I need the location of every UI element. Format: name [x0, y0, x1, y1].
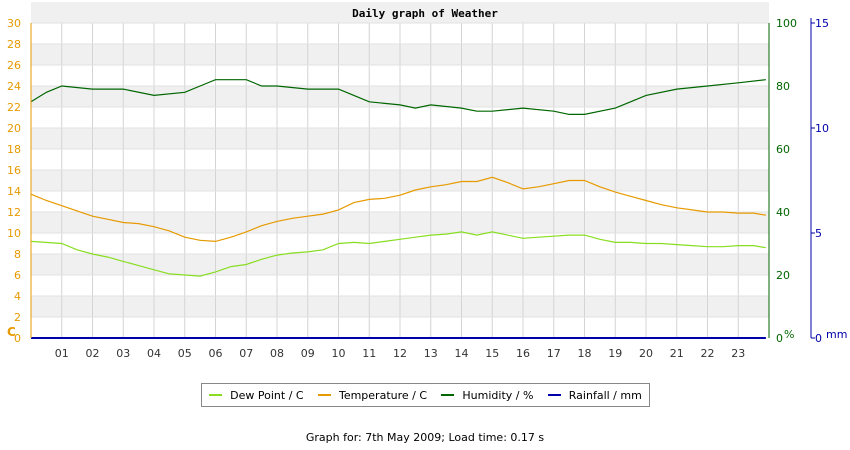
- gridlines: [31, 22, 769, 338]
- x-tick-label: 01: [55, 347, 69, 360]
- left-tick-label: 24: [7, 80, 21, 93]
- humidity-tick-label: 80: [776, 80, 790, 93]
- humidity-tick-label: 100: [776, 17, 797, 30]
- left-tick-label: 28: [7, 38, 21, 51]
- x-tick-label: 04: [147, 347, 161, 360]
- legend-item-temperature: Temperature / C: [317, 388, 428, 402]
- rain-axis-unit: mm: [826, 328, 847, 341]
- left-tick-label: 16: [7, 164, 21, 177]
- x-tick-label: 23: [731, 347, 745, 360]
- x-tick-label: 13: [424, 347, 438, 360]
- x-tick-label: 06: [209, 347, 223, 360]
- legend: Dew Point / C Temperature / C Humidity /…: [201, 383, 650, 407]
- left-tick-label: 0: [14, 332, 21, 345]
- legend-item-rainfall: Rainfall / mm: [547, 388, 642, 402]
- legend-label-humidity: Humidity / %: [462, 388, 534, 402]
- legend-swatch-humidity: [441, 394, 455, 396]
- series-line-1: [30, 176, 767, 243]
- x-tick-label: 09: [301, 347, 315, 360]
- x-tick-label: 07: [239, 347, 253, 360]
- humidity-axis-unit: %: [784, 328, 794, 341]
- left-tick-label: 14: [7, 185, 21, 198]
- humidity-tick-label: 0: [776, 332, 783, 345]
- rain-tick-label: 0: [815, 332, 822, 345]
- chart-title: Daily graph of Weather: [352, 7, 498, 20]
- left-tick-label: 12: [7, 206, 21, 219]
- left-tick-label: 30: [7, 17, 21, 30]
- x-tick-label: 17: [547, 347, 561, 360]
- x-tick-label: 22: [701, 347, 715, 360]
- humidity-tick-label: 60: [776, 143, 790, 156]
- x-tick-label: 02: [86, 347, 100, 360]
- axes: 0246810121416182022242628300204060801000…: [7, 17, 829, 360]
- left-tick-label: 2: [14, 311, 21, 324]
- series-line-0: [30, 231, 767, 277]
- x-tick-label: 03: [116, 347, 130, 360]
- rain-tick-label: 10: [815, 122, 829, 135]
- rain-tick-label: 15: [815, 17, 829, 30]
- left-axis-unit: C: [7, 325, 16, 339]
- x-tick-label: 16: [516, 347, 530, 360]
- left-tick-label: 4: [14, 290, 21, 303]
- x-tick-label: 20: [639, 347, 653, 360]
- left-tick-label: 22: [7, 101, 21, 114]
- series-lines: [30, 79, 767, 339]
- band-stripe: [31, 2, 769, 23]
- x-tick-label: 08: [270, 347, 284, 360]
- left-tick-label: 6: [14, 269, 21, 282]
- humidity-tick-label: 40: [776, 206, 790, 219]
- x-tick-label: 05: [178, 347, 192, 360]
- legend-swatch-rainfall: [547, 394, 561, 396]
- humidity-tick-label: 20: [776, 269, 790, 282]
- x-tick-label: 11: [362, 347, 376, 360]
- legend-label-temperature: Temperature / C: [338, 388, 428, 402]
- left-tick-label: 26: [7, 59, 21, 72]
- legend-item-humidity: Humidity / %: [441, 389, 533, 402]
- x-tick-label: 21: [670, 347, 684, 360]
- rain-tick-label: 5: [815, 227, 822, 240]
- series-line-2: [30, 79, 766, 116]
- x-tick-label: 14: [455, 347, 469, 360]
- legend-swatch-temperature: [317, 394, 331, 396]
- legend-label-rainfall: Rainfall / mm: [568, 388, 642, 402]
- legend-swatch-dewpoint: [209, 394, 223, 396]
- x-tick-label: 12: [393, 347, 407, 360]
- x-tick-label: 15: [485, 347, 499, 360]
- legend-item-dewpoint: Dew Point / C: [209, 388, 304, 402]
- legend-label-dewpoint: Dew Point / C: [230, 388, 304, 402]
- x-tick-label: 10: [332, 347, 346, 360]
- left-tick-label: 18: [7, 143, 21, 156]
- x-tick-label: 19: [608, 347, 622, 360]
- left-tick-label: 20: [7, 122, 21, 135]
- left-tick-label: 10: [7, 227, 21, 240]
- x-tick-label: 18: [578, 347, 592, 360]
- footer-text: Graph for: 7th May 2009; Load time: 0.17…: [305, 431, 545, 444]
- left-tick-label: 8: [14, 248, 21, 261]
